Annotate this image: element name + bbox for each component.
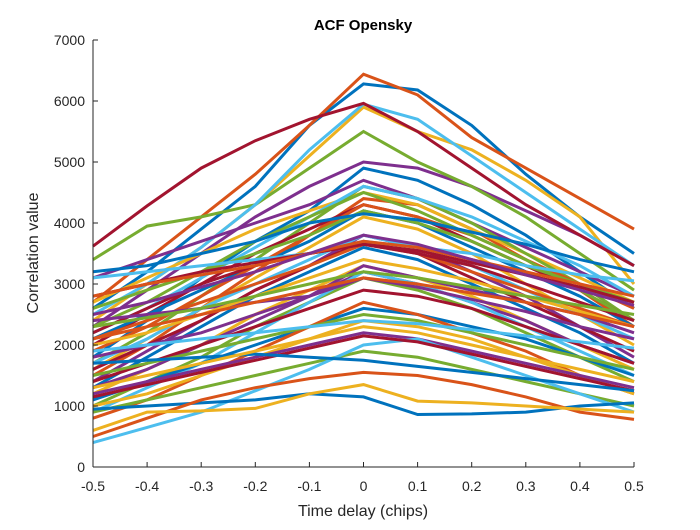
x-axis-label: Time delay (chips) [298, 503, 428, 520]
x-tick-label: 0.5 [624, 478, 644, 494]
series-line-32 [92, 331, 635, 396]
series-line-54 [92, 270, 635, 329]
series-line-5 [92, 129, 635, 292]
y-tick-label: 2000 [54, 337, 85, 353]
y-tick-label: 7000 [54, 32, 85, 48]
y-axis-label: Correlation value [25, 192, 42, 313]
ticks-layer: -0.5 -0.4 -0.3 -0.2 -0.1 0 0.1 0.2 0.3 0.4 0.5 0 100… [54, 32, 644, 494]
y-tick-label: 4000 [54, 215, 85, 231]
series-line-49 [92, 334, 635, 399]
x-tick-label: -0.4 [135, 478, 159, 494]
x-tick-label: 0.3 [516, 478, 536, 494]
series-line-45 [92, 258, 635, 347]
series-line-1 [92, 82, 635, 310]
series-line-38 [92, 383, 635, 432]
x-tick-label: -0.3 [189, 478, 213, 494]
x-tick-label: 0 [360, 478, 368, 494]
series-line-28 [92, 288, 635, 384]
x-tick-label: -0.2 [243, 478, 267, 494]
x-tick-label: 0.2 [462, 478, 482, 494]
series-line-52 [92, 325, 635, 390]
x-tick-label: -0.1 [297, 478, 321, 494]
series-line-43 [92, 212, 635, 274]
chart-title: ACF Opensky [314, 17, 413, 34]
series-line-50 [92, 352, 635, 393]
series-line-7 [92, 101, 635, 268]
y-tick-label: 1000 [54, 398, 85, 414]
y-tick-label: 0 [77, 459, 85, 475]
series-line-53 [92, 233, 635, 316]
series-line-44 [92, 239, 635, 298]
series-line-36 [92, 392, 635, 417]
series-line-29 [92, 306, 635, 402]
series-line-33 [92, 349, 635, 414]
x-tick-label: 0.4 [570, 478, 590, 494]
series-line-30 [92, 300, 635, 420]
series-line-2 [92, 72, 635, 304]
series-line-11 [92, 178, 635, 298]
y-tick-label: 3000 [54, 276, 85, 292]
series-line-37 [92, 370, 635, 438]
series-line-51 [92, 276, 635, 341]
y-tick-label: 6000 [54, 93, 85, 109]
x-tick-label: 0.1 [408, 478, 428, 494]
series-line-47 [92, 312, 635, 377]
series-line-4 [92, 160, 635, 328]
x-tick-label: -0.5 [81, 478, 105, 494]
y-tick-label: 5000 [54, 154, 85, 170]
series-layer [92, 72, 636, 445]
series-line-48 [92, 319, 635, 353]
